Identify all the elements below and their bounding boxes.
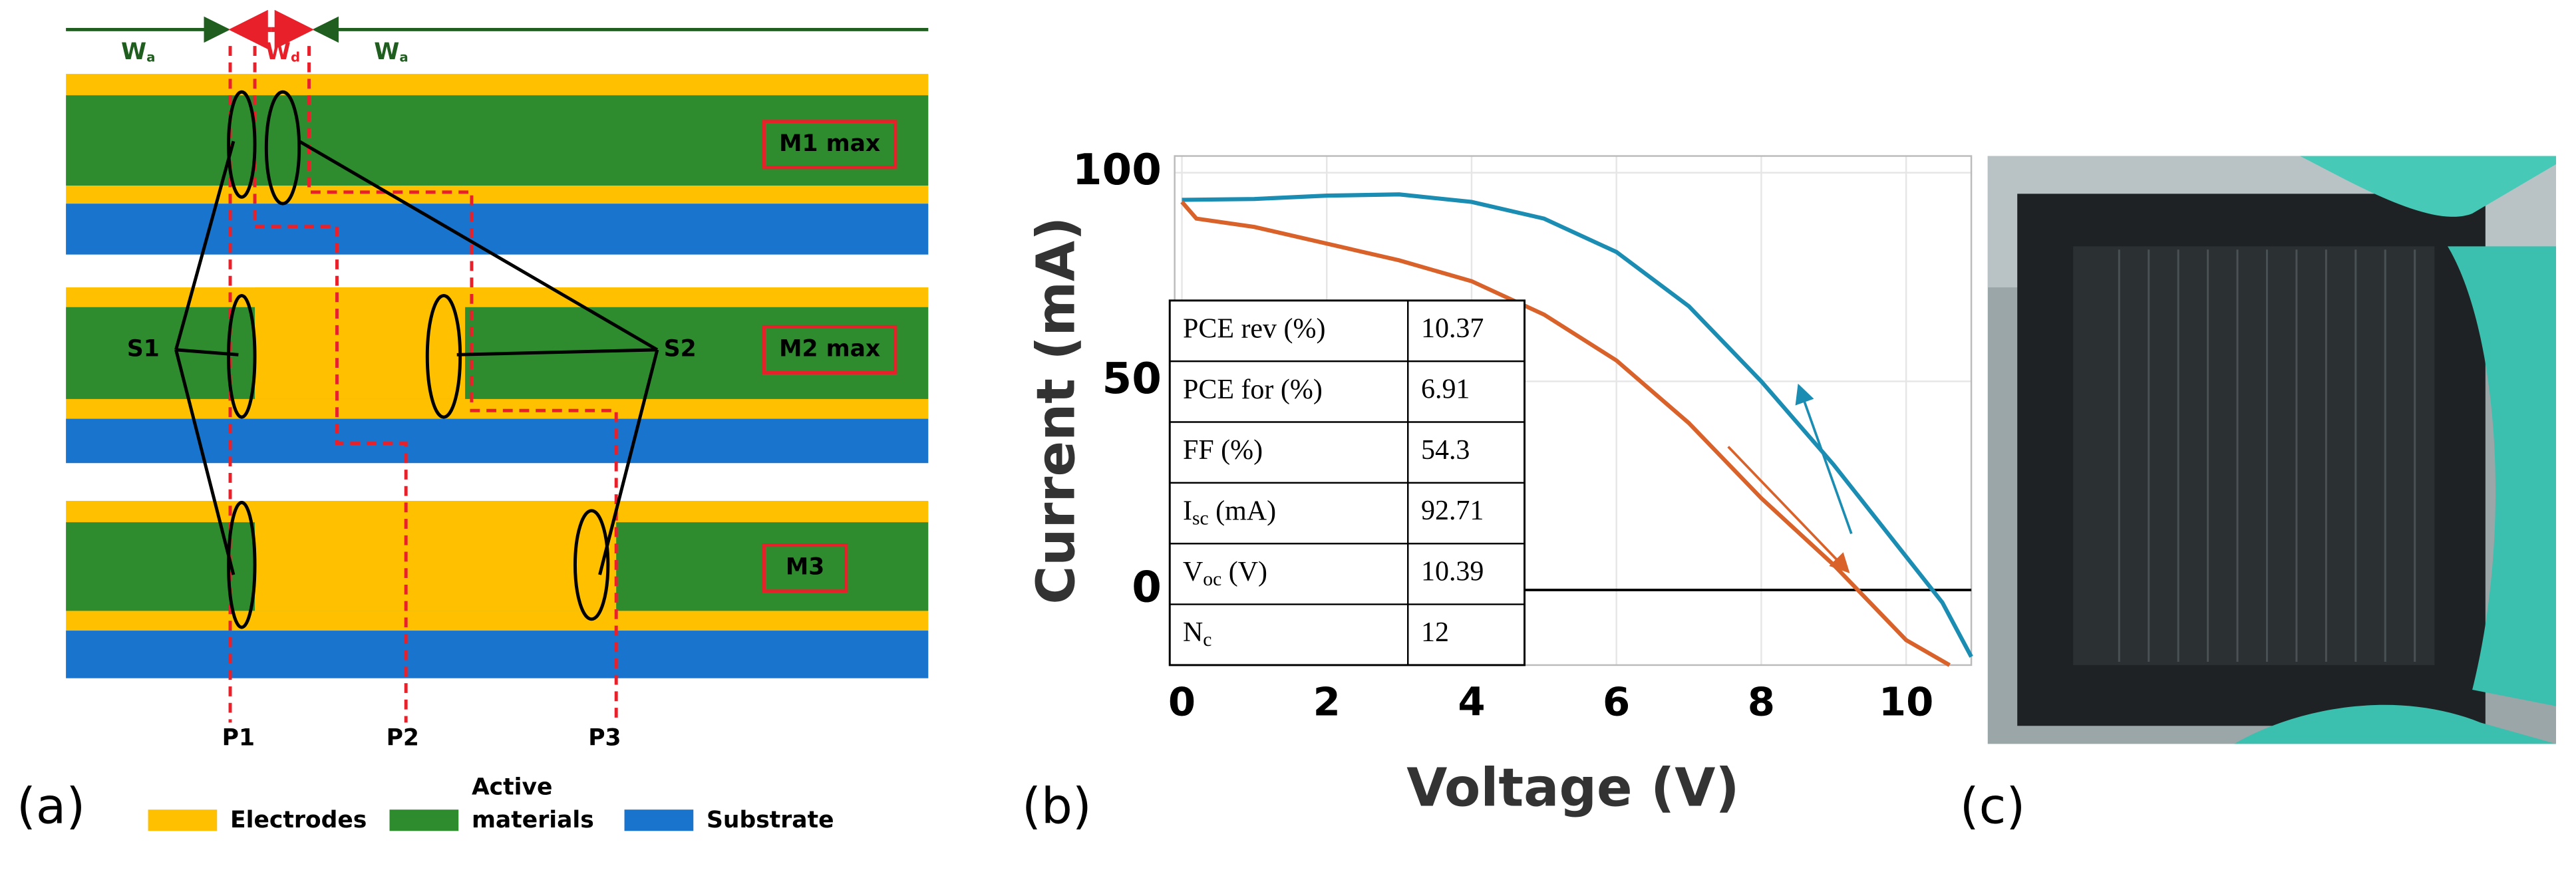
module-label: M1 max <box>779 130 880 157</box>
label-part: (mA) <box>1209 496 1276 526</box>
legend: Electrodes Active materials Substrate <box>148 774 834 833</box>
table-row-label: Voc (V) <box>1183 557 1267 590</box>
w-base: W <box>265 39 291 65</box>
x-tick-label: 6 <box>1603 678 1630 724</box>
legend-label: materials <box>472 807 594 833</box>
legend-swatch <box>148 809 218 831</box>
panel-label: (b) <box>1022 778 1092 835</box>
label-part: N <box>1183 617 1203 648</box>
legend-swatch <box>624 809 694 831</box>
x-tick-label: 8 <box>1748 678 1775 724</box>
label-part: FF (%) <box>1183 435 1263 466</box>
w-sub: d <box>291 49 300 65</box>
series-line <box>1182 192 1973 658</box>
panel-label: (a) <box>17 778 85 835</box>
line-label: P2 <box>387 725 419 752</box>
x-tick-label: 4 <box>1458 678 1485 724</box>
y-tick-label: 0 <box>1132 563 1162 613</box>
label-part: PCE rev (%) <box>1183 313 1325 344</box>
legend-label: Electrodes <box>230 807 367 833</box>
table-value: 10.37 <box>1421 313 1484 344</box>
table-row-label: PCE rev (%) <box>1183 313 1325 344</box>
w-base: W <box>121 39 146 65</box>
w-base: W <box>374 39 399 65</box>
y-tick-label: 100 <box>1072 145 1162 195</box>
table-row-label: PCE for (%) <box>1183 374 1323 404</box>
label-part: (V) <box>1221 557 1267 587</box>
table-value: 54.3 <box>1421 435 1470 466</box>
x-tick-label: 0 <box>1168 678 1196 724</box>
table-row-label: Nc <box>1183 617 1211 651</box>
photo <box>1987 156 2557 744</box>
direction-arrow <box>1727 446 1850 573</box>
legend-label: Active <box>472 774 553 801</box>
line-label: P3 <box>588 725 621 752</box>
legend-label: Substrate <box>707 807 834 833</box>
label-part: oc <box>1203 569 1221 590</box>
table-value: 12 <box>1421 617 1449 648</box>
table-value: 92.71 <box>1421 496 1484 526</box>
label-part: V <box>1183 557 1203 587</box>
legend-swatch <box>389 809 459 831</box>
table-value: 10.39 <box>1421 557 1484 587</box>
direction-arrow <box>1795 383 1853 535</box>
label-part: PCE for (%) <box>1183 374 1323 404</box>
w-sub: a <box>399 49 408 65</box>
module-label: M2 max <box>779 335 880 362</box>
scribe-label: S1 <box>127 335 160 362</box>
series-line <box>1180 200 1951 667</box>
panel-label: (c) <box>1960 778 2026 835</box>
label-part: I <box>1183 496 1192 526</box>
diagram: Wa Wd Wa M1 max M2 max M3 S1 S2 P1 P2 P3 <box>66 9 929 752</box>
table-value: 6.91 <box>1421 374 1470 404</box>
width-label: Wa <box>121 39 155 65</box>
module-label: M3 <box>786 554 824 581</box>
scribe-label: S2 <box>664 335 697 362</box>
y-axis-label: Current (mA) <box>1025 217 1086 605</box>
width-label: Wa <box>374 39 408 65</box>
table-row-label: Isc (mA) <box>1183 496 1276 529</box>
label-part: sc <box>1192 508 1209 529</box>
label-part: c <box>1203 629 1211 651</box>
x-tick-label: 10 <box>1879 678 1933 724</box>
y-tick-label: 50 <box>1102 354 1162 404</box>
table-row-label: FF (%) <box>1183 435 1263 466</box>
x-tick-label: 2 <box>1313 678 1341 724</box>
width-label: Wd <box>265 39 300 65</box>
x-axis-label: Voltage (V) <box>1406 757 1739 818</box>
w-sub: a <box>146 49 155 65</box>
line-label: P1 <box>222 725 255 752</box>
